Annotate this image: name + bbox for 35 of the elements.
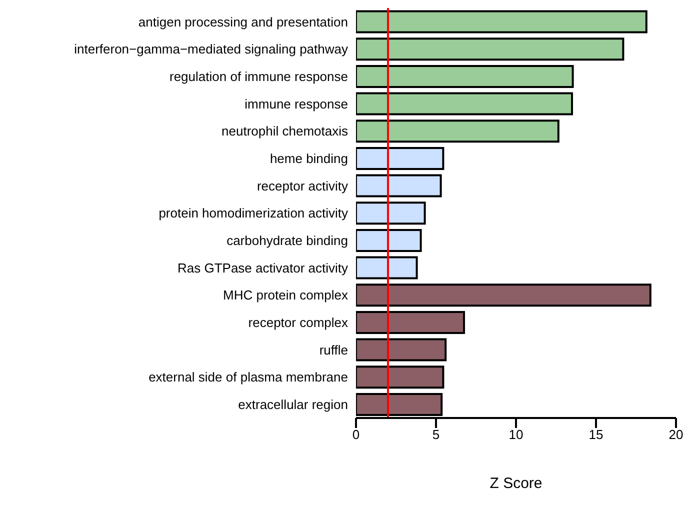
x-tick-label: 10	[508, 427, 524, 442]
bar	[356, 202, 426, 225]
bar	[356, 174, 442, 198]
bar	[356, 10, 648, 34]
bar	[356, 38, 624, 61]
bar	[356, 284, 652, 307]
y-tick-label: carbohydrate binding	[226, 232, 348, 248]
y-tick-label: neutrophil chemotaxis	[222, 124, 348, 139]
y-tick-label: ruffle	[319, 342, 348, 358]
y-tick-label: immune response	[244, 96, 348, 112]
bar	[356, 256, 418, 280]
x-tick-label: 0	[352, 427, 360, 442]
y-tick-label: protein homodimerization activity	[158, 206, 348, 221]
y-tick-label: regulation of immune response	[170, 68, 348, 84]
bar	[356, 120, 560, 143]
y-tick-label: MHC protein complex	[223, 288, 348, 303]
x-axis-title: Z Score	[490, 475, 542, 492]
bar	[356, 64, 574, 88]
y-tick-label: extracellular region	[238, 396, 348, 412]
bar	[356, 92, 573, 116]
x-tick-label: 15	[588, 427, 604, 442]
bar	[356, 146, 444, 170]
y-tick-label: Ras GTPase activator activity	[178, 260, 348, 276]
bar	[356, 228, 422, 252]
y-tick-label: receptor complex	[248, 314, 348, 330]
y-tick-label: heme binding	[270, 150, 348, 166]
y-tick-label: interferon−gamma−mediated signaling pathway	[74, 42, 348, 57]
bar	[356, 366, 444, 389]
y-tick-label: receptor activity	[256, 178, 348, 194]
y-tick-label: antigen processing and presentation	[138, 14, 348, 30]
x-tick-label: 20	[668, 427, 684, 442]
y-tick-label: external side of plasma membrane	[148, 370, 348, 385]
x-tick-label: 5	[432, 427, 440, 442]
bar	[356, 338, 447, 362]
bar	[356, 310, 465, 334]
